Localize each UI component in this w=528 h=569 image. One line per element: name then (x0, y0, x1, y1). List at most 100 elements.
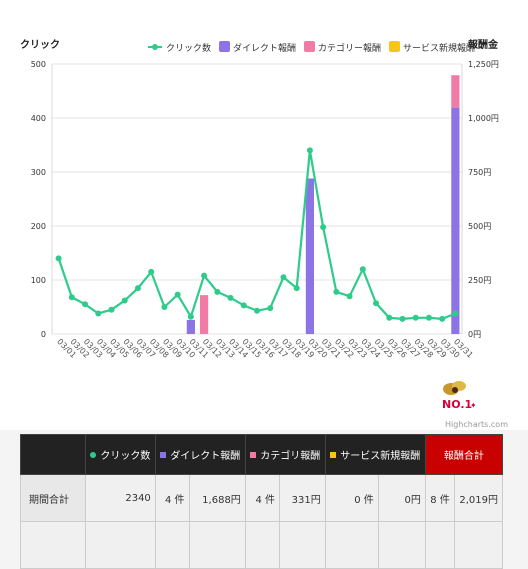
line-point[interactable] (68, 294, 75, 301)
right-tick-label: 1,000円 (468, 114, 499, 123)
header-service: サービス新規報酬 (324, 434, 426, 475)
line-point[interactable] (201, 272, 208, 279)
direct-amount: 1,688円 (188, 474, 246, 522)
line-point[interactable] (452, 310, 459, 317)
right-tick-label: 250円 (468, 276, 491, 285)
line-point[interactable] (399, 315, 406, 322)
header-total-label: 報酬合計 (443, 451, 484, 462)
direct-count: 4 件 (154, 474, 190, 522)
line-point[interactable] (320, 224, 327, 231)
header-total: 報酬合計 (424, 434, 504, 475)
line-point[interactable] (373, 300, 380, 307)
badge-label: NO.1 (442, 398, 472, 411)
left-axis-ticks: 0 100 200 300 400 500 (31, 60, 46, 339)
line-point[interactable] (425, 314, 432, 321)
right-tick-label: 0円 (468, 330, 481, 339)
line-point[interactable] (439, 315, 446, 322)
line-point[interactable] (306, 147, 313, 154)
line-point[interactable] (161, 304, 168, 310)
summary-header-row: クリック数 ダイレクト報酬 カテゴリ報酬 サービス新規報酬 報酬合計 (20, 434, 504, 475)
legend-item-label[interactable]: サービス新規報酬 (403, 42, 475, 54)
line-point[interactable] (254, 307, 260, 314)
right-axis-title: 報酬金 (468, 38, 499, 51)
right-tick-label: 1,250円 (468, 60, 499, 69)
line-point[interactable] (95, 310, 102, 317)
bar[interactable] (305, 178, 315, 334)
clicks-marker-icon (90, 452, 97, 458)
combo-chart: クリック 報酬金 クリック数 ダイレクト報酬 カテゴリー報酬 サービス新規報酬 0 10… (0, 0, 528, 430)
right-tick-label: 750円 (468, 168, 491, 177)
left-tick-label: 0 (41, 330, 46, 339)
header-empty (20, 434, 86, 475)
line-point[interactable] (121, 297, 128, 304)
chart-background (0, 0, 528, 430)
total-count: 8 件 (424, 474, 455, 522)
line-point[interactable] (359, 266, 366, 273)
bar[interactable] (451, 75, 460, 108)
line-point[interactable] (280, 274, 287, 281)
header-direct-label: ダイレクト報酬 (170, 451, 241, 462)
left-tick-label: 200 (31, 222, 46, 231)
line-point[interactable] (267, 305, 274, 312)
line-point[interactable] (346, 293, 353, 300)
line-point[interactable] (412, 314, 419, 321)
bar[interactable] (451, 107, 460, 334)
line-point[interactable] (55, 255, 62, 262)
chart-credit[interactable]: Highcharts.com (445, 420, 508, 429)
legend-item-label[interactable]: ダイレクト報酬 (233, 42, 296, 54)
line-point[interactable] (386, 314, 393, 321)
service-amount: 0円 (377, 474, 426, 522)
line-point[interactable] (82, 301, 89, 308)
legend-item-label[interactable]: カテゴリー報酬 (318, 42, 381, 54)
no1-badge-icon: NO.1 ✦ (442, 381, 475, 411)
legend-dot-icon (152, 44, 158, 50)
x-axis-ticks: 03/0103/0203/0303/0403/0503/0603/0703/08… (55, 337, 474, 360)
service-marker-icon (330, 452, 337, 458)
line-point[interactable] (108, 306, 115, 313)
line-point[interactable] (293, 285, 300, 292)
bar-series (186, 75, 460, 334)
header-direct: ダイレクト報酬 (154, 434, 246, 475)
left-tick-label: 300 (31, 168, 46, 177)
header-clicks: クリック数 (85, 434, 156, 475)
grid-lines (51, 63, 463, 335)
right-axis-ticks: 0円 250円 500円 750円 1,000円 1,250円 (468, 60, 499, 339)
summary-table: クリック数 ダイレクト報酬 カテゴリ報酬 サービス新規報酬 報酬合計 期間合計 … (20, 434, 504, 569)
line-point[interactable] (227, 294, 234, 301)
legend[interactable]: クリック数 ダイレクト報酬 カテゴリー報酬 サービス新規報酬 (148, 41, 475, 54)
category-count: 4 件 (244, 474, 281, 522)
header-category: カテゴリ報酬 (244, 434, 326, 475)
row-label: 期間合計 (20, 474, 86, 522)
left-tick-label: 500 (31, 60, 46, 69)
bar[interactable] (199, 295, 209, 334)
legend-swatch-icon (219, 41, 230, 52)
direct-marker-icon (160, 452, 167, 458)
line-point[interactable] (187, 313, 194, 320)
line-point[interactable] (174, 291, 181, 298)
total-amount: 2,019円 (453, 474, 504, 522)
legend-swatch-icon (389, 41, 400, 52)
bar[interactable] (186, 319, 195, 334)
summary-next-row (20, 521, 504, 569)
line-point[interactable] (134, 285, 141, 292)
header-clicks-label: クリック数 (100, 451, 151, 462)
service-count: 0 件 (324, 474, 379, 522)
line-point[interactable] (333, 288, 340, 295)
right-tick-label: 500円 (468, 222, 491, 231)
clicks-total: 2340 (85, 474, 156, 522)
category-amount: 331円 (279, 474, 326, 522)
svg-text:✦: ✦ (470, 401, 475, 410)
header-category-label: カテゴリ報酬 (260, 451, 321, 462)
summary-row: 期間合計 2340 4 件 1,688円 4 件 331円 0 件 0円 8 件… (20, 474, 504, 522)
legend-item-label[interactable]: クリック数 (166, 42, 211, 54)
legend-swatch-icon (304, 41, 315, 52)
line-point[interactable] (240, 302, 247, 309)
line-series (55, 147, 459, 322)
left-tick-label: 400 (31, 114, 46, 123)
line-point[interactable] (214, 288, 221, 295)
category-marker-icon (250, 452, 257, 458)
line-point[interactable] (148, 268, 155, 275)
left-axis-title: クリック (20, 39, 60, 51)
header-service-label: サービス新規報酬 (340, 451, 421, 462)
